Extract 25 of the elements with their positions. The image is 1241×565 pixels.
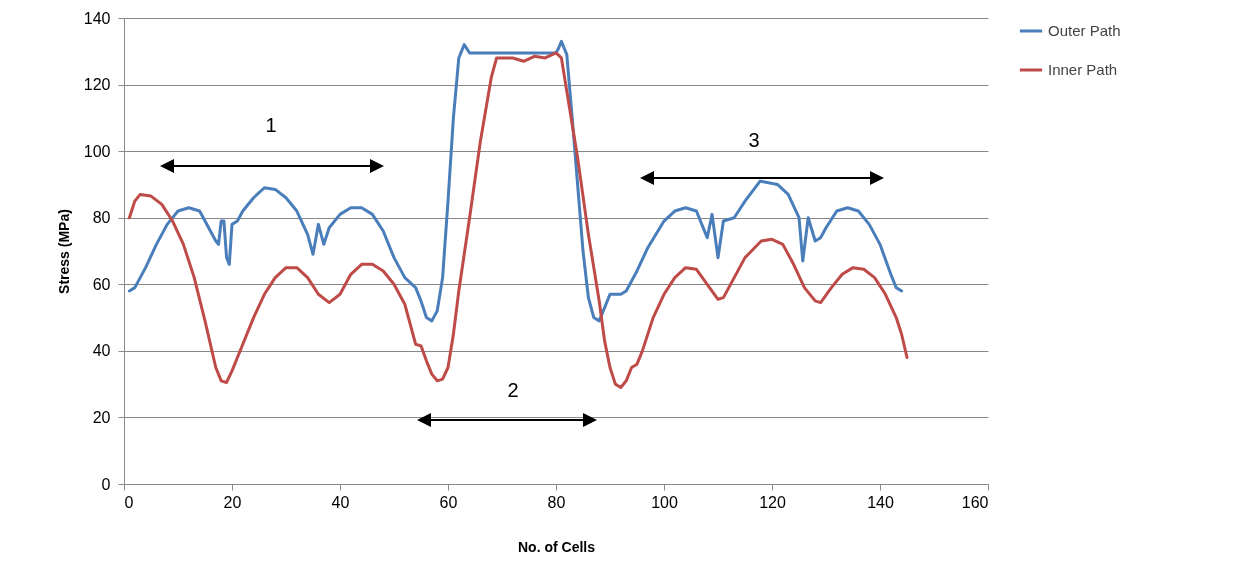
line-series — [127, 39, 904, 323]
y-axis-title: Stress (MPa) — [55, 209, 72, 294]
x-tick-label: 0 — [124, 493, 134, 511]
y-tick-label: 140 — [83, 9, 111, 27]
x-tick-label: 40 — [331, 493, 350, 511]
annotation: 2 — [507, 379, 519, 402]
x-tick-label: 100 — [651, 493, 678, 511]
x-tick-label: 60 — [439, 493, 458, 511]
y-tick-label: 80 — [92, 209, 111, 227]
x-tick-label: 120 — [759, 493, 786, 511]
annotation: 1 — [265, 114, 277, 137]
x-tick-label: 140 — [867, 493, 894, 511]
y-tick-label: 100 — [83, 142, 111, 160]
legend-label: Inner Path — [1048, 61, 1118, 78]
x-tick-label: 20 — [223, 493, 242, 511]
y-tick-label: 0 — [101, 475, 111, 493]
x-tick-label: 80 — [547, 493, 566, 511]
y-tick-label: 20 — [92, 408, 111, 426]
y-tick-label: 60 — [92, 275, 111, 293]
y-tick-label: 40 — [92, 342, 111, 360]
x-tick-label: 160 — [961, 493, 989, 511]
x-axis-title: No. of Cells — [517, 538, 596, 555]
annotation: 3 — [748, 129, 760, 152]
y-tick-label: 120 — [83, 76, 111, 94]
legend-label: Outer Path — [1048, 22, 1121, 39]
